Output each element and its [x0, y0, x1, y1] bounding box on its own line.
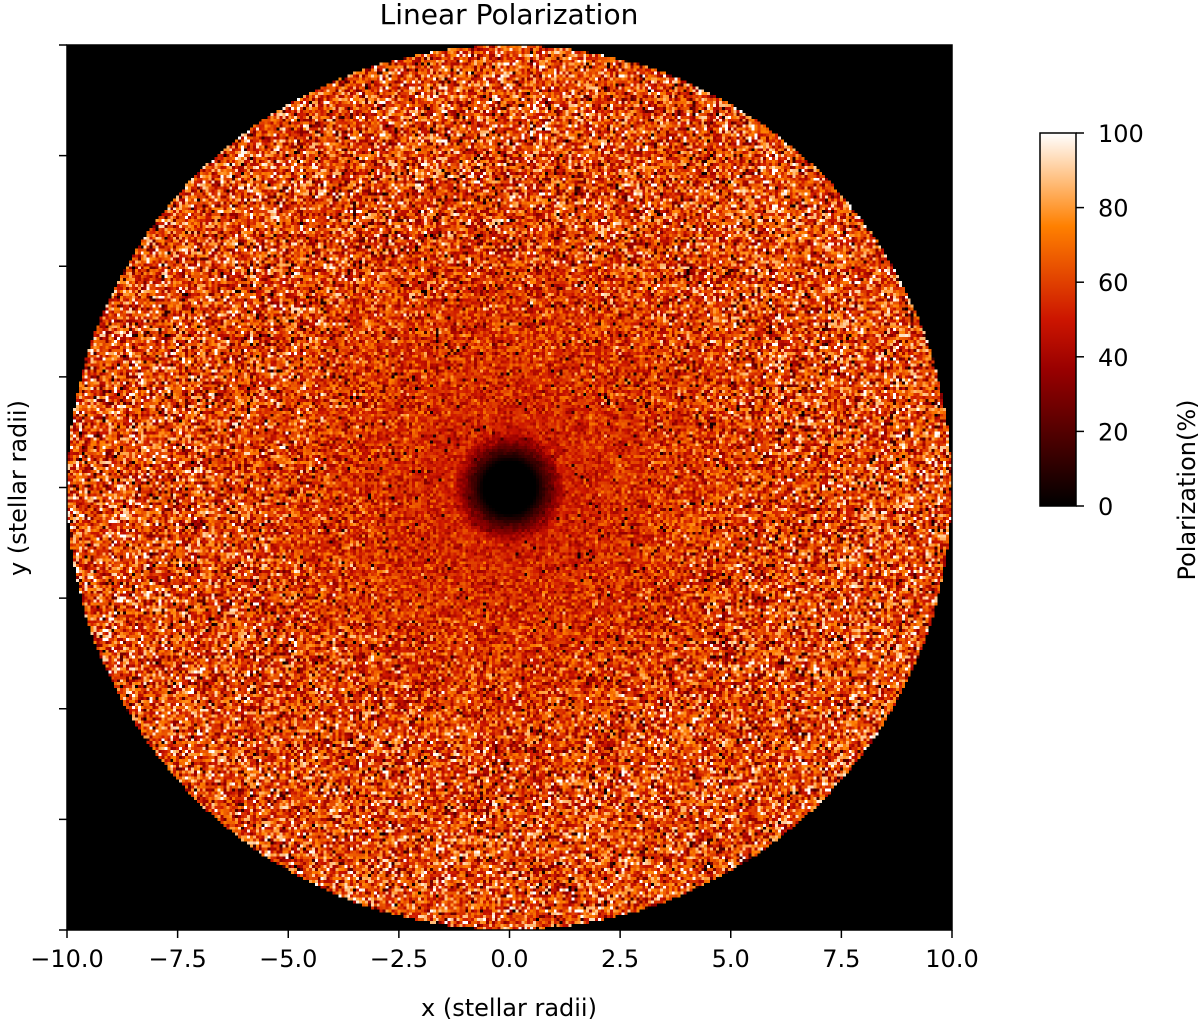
- x-tick-label: 0.0: [490, 945, 528, 973]
- colorbar-tick-label: 100: [1098, 120, 1144, 148]
- colorbar-tick-label: 40: [1098, 344, 1129, 372]
- colorbar-tick-label: 60: [1098, 269, 1129, 297]
- colorbar-label: Polarization(%): [1173, 399, 1200, 580]
- chart-title: Linear Polarization: [380, 0, 639, 31]
- x-axis-label: x (stellar radii): [421, 994, 597, 1022]
- x-tick-label: 7.5: [822, 945, 860, 973]
- x-tick-label: −5.0: [259, 945, 317, 973]
- y-axis-label: y (stellar radii): [4, 400, 32, 576]
- x-tick-label: −7.5: [148, 945, 206, 973]
- x-tick-label: −10.0: [30, 945, 104, 973]
- x-tick-label: 10.0: [925, 945, 978, 973]
- colorbar-gradient: [1039, 132, 1077, 507]
- plot-area: [66, 44, 953, 931]
- colorbar-tick-label: 80: [1098, 195, 1129, 223]
- colorbar-ticks: 0 20 40 60 80 100: [1076, 120, 1144, 521]
- x-tick-label: −2.5: [370, 945, 428, 973]
- colorbar: 0 20 40 60 80 100 Polarization(%): [1039, 120, 1200, 581]
- colorbar-tick-label: 0: [1098, 493, 1113, 521]
- y-axis-ticks: [59, 44, 67, 931]
- x-axis-ticks: −10.0 −7.5 −5.0 −2.5 0.0 2.5 5.0 7.5 10.0: [30, 930, 979, 973]
- x-tick-label: 2.5: [601, 945, 639, 973]
- x-tick-label: 5.0: [712, 945, 750, 973]
- heatmap-image: [67, 45, 952, 930]
- colorbar-tick-label: 20: [1098, 418, 1129, 446]
